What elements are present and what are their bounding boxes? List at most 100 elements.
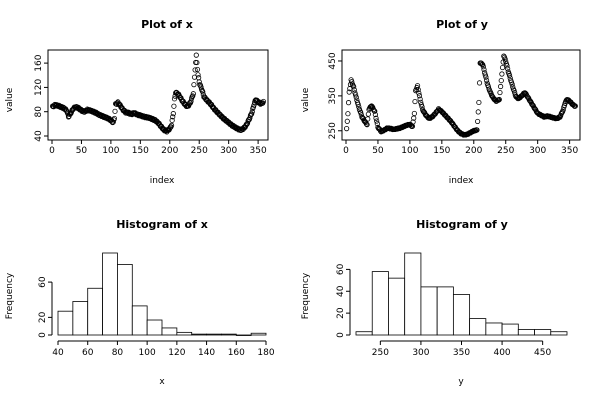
histogram-bar xyxy=(221,333,237,336)
data-point xyxy=(193,52,199,58)
data-point xyxy=(572,103,578,109)
data-point xyxy=(511,87,517,94)
data-point xyxy=(344,118,350,124)
data-point xyxy=(249,109,255,115)
x-tick-label: 0 xyxy=(49,146,55,156)
histogram-bar xyxy=(404,252,422,336)
data-point xyxy=(353,94,359,100)
data-point xyxy=(363,121,370,127)
data-point xyxy=(191,82,197,88)
panel-histogram-of-y: Histogram of y y Frequency 250 300 350 400 4… xyxy=(301,218,568,387)
y-axis-label: Frequency xyxy=(301,272,311,319)
data-point xyxy=(260,98,267,105)
chart-title: Plot of x xyxy=(141,18,193,31)
data-point xyxy=(502,56,508,62)
data-point xyxy=(497,89,503,96)
data-point xyxy=(411,110,417,117)
y-axis-label: value xyxy=(301,87,311,112)
data-point xyxy=(480,64,486,70)
data-point xyxy=(351,84,357,90)
histogram-bar xyxy=(102,252,118,336)
data-point xyxy=(499,64,506,71)
x-tick-label: 150 xyxy=(433,146,450,156)
plot-frame xyxy=(47,49,269,141)
y-tick-label: 0 xyxy=(38,332,48,338)
y-tick-label: 20 xyxy=(336,307,346,319)
data-point xyxy=(416,90,422,96)
data-point xyxy=(244,121,250,127)
y-axis-label: value xyxy=(5,87,15,112)
data-point xyxy=(169,117,175,123)
data-point xyxy=(476,80,483,86)
histogram-bar xyxy=(388,277,406,336)
data-point xyxy=(474,127,480,133)
data-point xyxy=(170,111,176,117)
histogram-bar xyxy=(87,287,103,336)
x-axis-label: y xyxy=(458,377,464,387)
x-tick-label: 350 xyxy=(453,348,470,358)
data-point xyxy=(110,119,116,126)
y-tick-label: 80 xyxy=(34,106,44,118)
x-tick-label: 50 xyxy=(76,146,88,156)
data-point xyxy=(345,100,352,106)
data-point xyxy=(559,109,565,116)
x-tick-label: 350 xyxy=(250,146,267,156)
histogram-bar xyxy=(191,333,207,336)
data-point xyxy=(483,77,490,83)
data-point xyxy=(499,71,505,77)
y-tick-label: 250 xyxy=(328,122,338,139)
x-tick-label: 140 xyxy=(198,348,215,358)
panel-plot-of-y: Plot of y index value 0 50 100 150 200 250 300… xyxy=(301,18,581,186)
x-tick-label: 250 xyxy=(191,146,208,156)
x-tick-label: 200 xyxy=(161,146,178,156)
data-point xyxy=(111,115,118,122)
x-tick-label: 300 xyxy=(412,348,429,358)
x-tick-label: 40 xyxy=(52,348,64,358)
histogram-bar xyxy=(131,305,148,336)
x-tick-label: 300 xyxy=(529,146,546,156)
histogram-bar xyxy=(501,323,519,336)
data-point xyxy=(112,108,118,114)
plot-frame xyxy=(341,49,581,141)
data-point xyxy=(412,98,418,105)
y-tick-label: 120 xyxy=(34,79,44,96)
data-point xyxy=(560,107,566,113)
data-point xyxy=(475,118,481,125)
data-point xyxy=(355,101,361,107)
data-point xyxy=(503,58,509,64)
histogram-bar xyxy=(206,333,222,336)
data-point xyxy=(374,121,380,127)
data-point xyxy=(344,126,350,132)
histogram-bar xyxy=(420,286,438,336)
data-point xyxy=(509,81,515,87)
x-tick-label: 250 xyxy=(497,146,514,156)
histogram-bar xyxy=(117,264,133,336)
y-tick-label: 40 xyxy=(34,130,44,142)
x-tick-label: 80 xyxy=(112,348,124,358)
data-point xyxy=(417,96,423,102)
histogram-bar xyxy=(355,331,373,336)
chart-title: Plot of y xyxy=(436,18,488,31)
data-point xyxy=(498,77,504,84)
data-point xyxy=(372,111,378,118)
data-point xyxy=(416,93,423,99)
x-tick-label: 0 xyxy=(343,146,349,156)
x-tick-label: 150 xyxy=(132,146,149,156)
histogram-bar xyxy=(485,322,503,336)
histogram-bar xyxy=(161,327,178,336)
histogram-bar xyxy=(534,329,552,336)
data-point xyxy=(249,111,255,117)
y-tick-label: 60 xyxy=(336,263,346,275)
data-point xyxy=(482,72,488,78)
histogram-bar xyxy=(452,294,471,336)
x-tick-label: 400 xyxy=(493,348,510,358)
data-point xyxy=(364,122,370,128)
data-point xyxy=(413,88,419,94)
histogram-bar xyxy=(235,334,252,336)
data-point xyxy=(481,66,487,73)
data-point xyxy=(196,79,202,85)
data-point xyxy=(196,75,202,81)
data-point xyxy=(510,84,516,90)
data-point xyxy=(352,92,359,98)
